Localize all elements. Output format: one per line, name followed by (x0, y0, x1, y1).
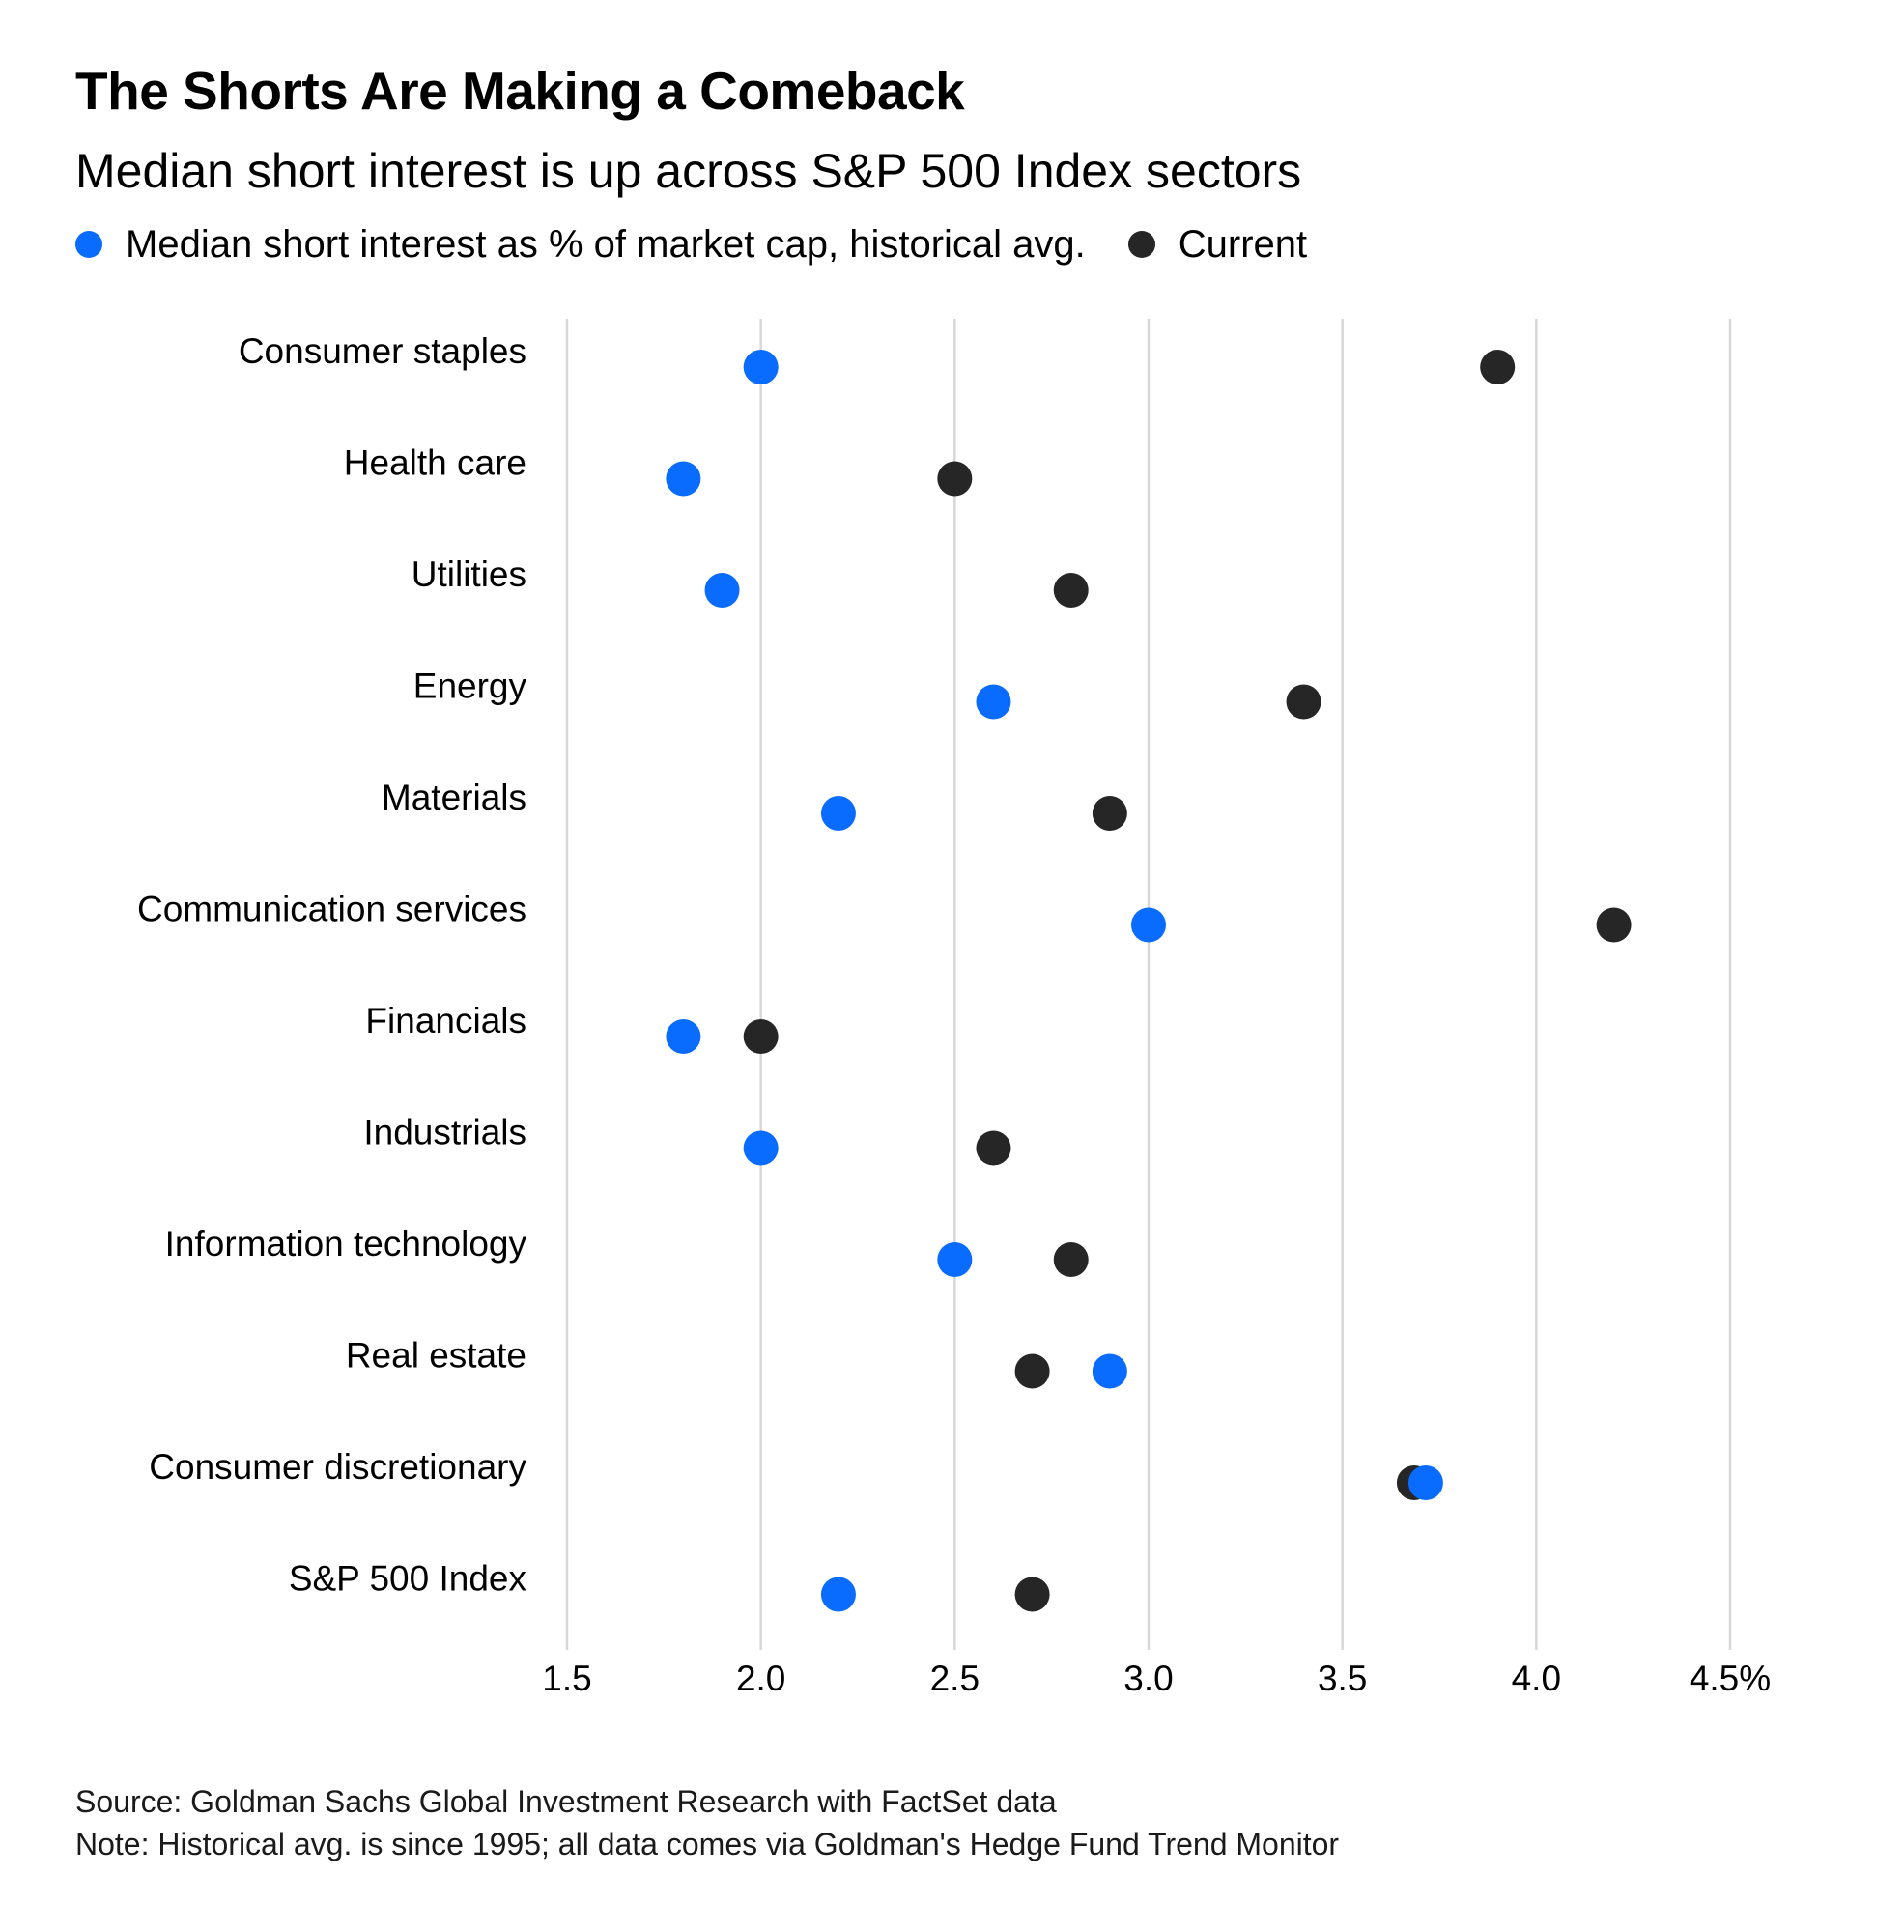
historical-point (666, 1019, 701, 1054)
category-label: Industrials (363, 1113, 526, 1152)
historical-point (1092, 1353, 1127, 1389)
category-label: Communication services (137, 890, 526, 929)
category-label: S&P 500 Index (289, 1559, 527, 1599)
x-tick-label: 3.0 (1123, 1659, 1173, 1698)
data-points (666, 350, 1632, 1612)
historical-point (820, 796, 856, 831)
chart-title: The Shorts Are Making a Comeback (75, 61, 965, 121)
historical-point (666, 461, 701, 497)
historical-point (743, 350, 779, 384)
category-label: Consumer staples (239, 331, 526, 371)
current-point (743, 1019, 779, 1054)
source-note: Source: Goldman Sachs Global Investment … (75, 1784, 1057, 1819)
category-labels: Consumer staples Health care Utilities Ener… (137, 331, 527, 1599)
historical-point (937, 1242, 973, 1277)
category-label: Utilities (412, 554, 526, 594)
current-point (1014, 1577, 1050, 1612)
grid-lines (565, 319, 1732, 1650)
category-label: Health care (344, 443, 526, 483)
current-point (1480, 350, 1516, 384)
legend-item-current: Current (1127, 222, 1308, 267)
legend-item-historical: Median short interest as % of market cap… (75, 223, 1086, 267)
x-tick-label: 4.5% (1690, 1659, 1771, 1698)
historical-point (976, 684, 1011, 720)
historical-point (704, 573, 740, 608)
category-label: Real estate (346, 1336, 526, 1376)
x-tick-label: 2.0 (736, 1659, 785, 1698)
current-point (1286, 684, 1321, 720)
x-axis-ticks: 1.5 2.0 2.5 3.0 3.5 4.0 4.5% (542, 1659, 1771, 1698)
legend-label-current: Current (1178, 222, 1308, 266)
current-point (1053, 1242, 1089, 1277)
historical-point (743, 1130, 779, 1166)
chart-subtitle: Median short interest is up across S&P 5… (75, 144, 1302, 198)
current-point (1053, 573, 1089, 608)
chart-legend: Median short interest as % of market cap… (75, 220, 1350, 269)
current-point (976, 1130, 1011, 1166)
category-label: Materials (382, 778, 526, 817)
category-label: Consumer discretionary (149, 1447, 526, 1487)
x-tick-label: 2.5 (930, 1659, 980, 1698)
historical-point (1131, 907, 1166, 943)
category-label: Energy (413, 667, 527, 706)
current-point (937, 461, 973, 497)
methodology-note: Note: Historical avg. is since 1995; all… (75, 1827, 1340, 1861)
current-point (1596, 907, 1632, 943)
category-label: Information technology (165, 1224, 527, 1264)
historical-point (1407, 1465, 1443, 1500)
current-point (1014, 1353, 1050, 1389)
x-tick-label: 1.5 (542, 1659, 591, 1698)
category-label: Financials (365, 1001, 526, 1040)
x-tick-label: 3.5 (1318, 1659, 1367, 1698)
current-point (1092, 796, 1127, 831)
x-tick-label: 4.0 (1512, 1659, 1561, 1698)
legend-swatch-current (1127, 231, 1155, 258)
legend-swatch-historical (75, 231, 102, 258)
chart-footer: Source: Goldman Sachs Global Investment … (75, 1780, 1339, 1865)
legend-label-historical: Median short interest as % of market cap… (126, 222, 1086, 266)
historical-point (820, 1577, 856, 1612)
